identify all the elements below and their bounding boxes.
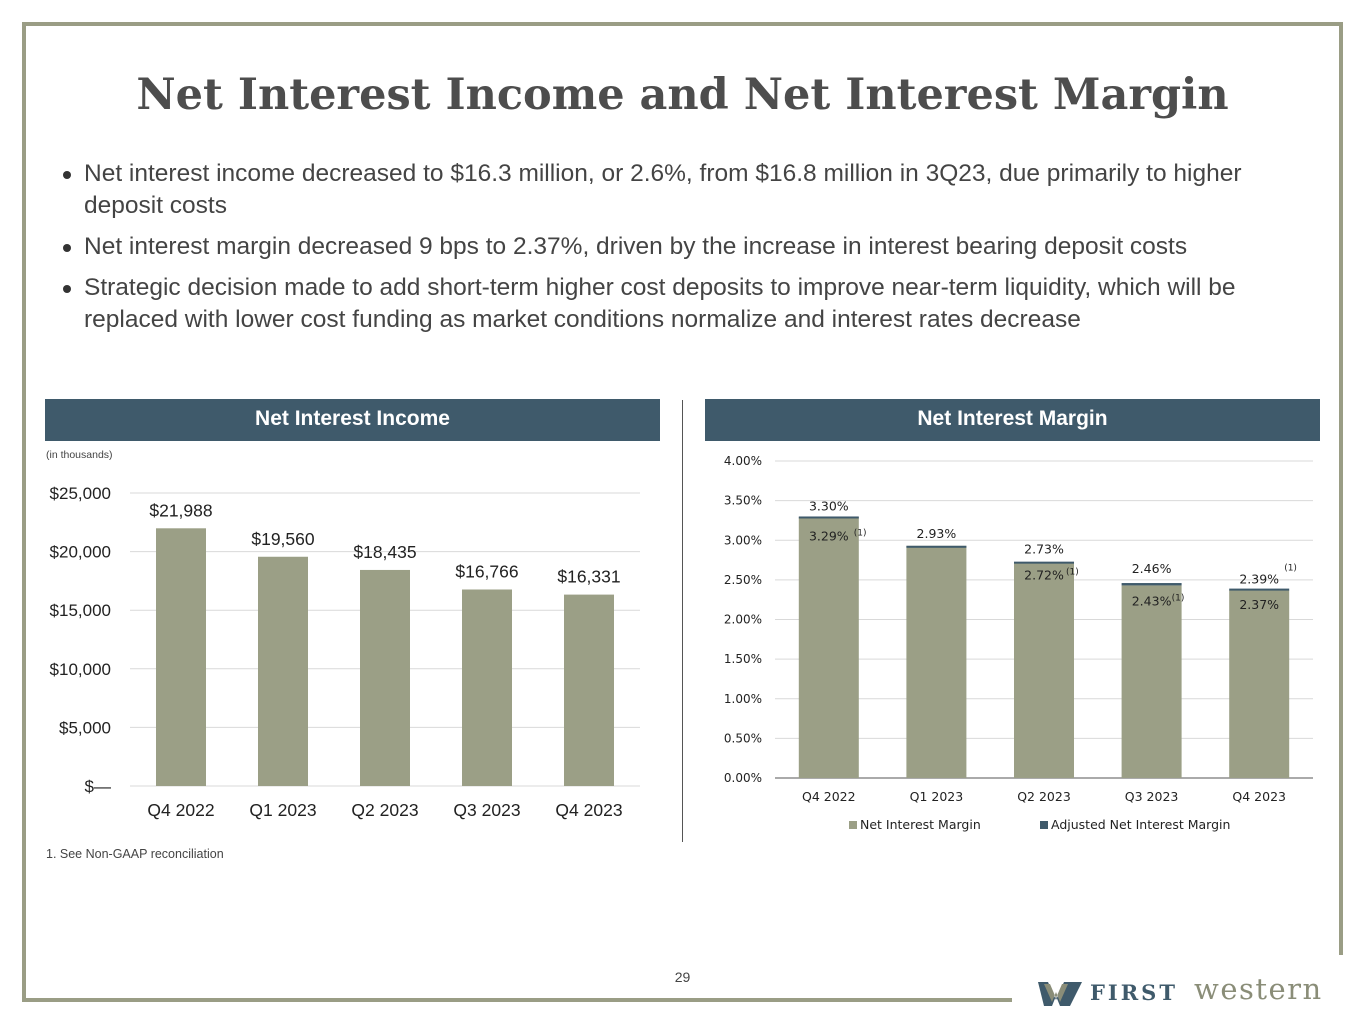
panel-divider xyxy=(682,400,683,842)
footnote: 1. See Non-GAAP reconciliation xyxy=(46,847,224,861)
bar xyxy=(360,569,410,786)
y-tick-label: 4.00% xyxy=(724,454,762,468)
units-note: (in thousands) xyxy=(46,449,113,461)
page-title: Net Interest Income and Net Interest Mar… xyxy=(136,70,1229,120)
bar-net-interest-margin xyxy=(798,517,859,778)
bar-value-label: $19,560 xyxy=(251,529,315,549)
bar-value-label: $21,988 xyxy=(149,500,212,520)
margin-label: 2.93% xyxy=(917,526,957,541)
y-tick-label: $25,000 xyxy=(50,484,111,503)
logo-first-text: FIRST xyxy=(1090,980,1178,1005)
y-tick-label: $— xyxy=(85,777,111,796)
bullet-item: Strategic decision made to add short-ter… xyxy=(60,272,1315,336)
bar xyxy=(156,528,206,786)
net-interest-income-header: Net Interest Income xyxy=(45,399,660,441)
bar xyxy=(258,556,308,786)
bullet-item: Net interest income decreased to $16.3 m… xyxy=(60,158,1315,222)
bar-adjusted-net-interest-margin xyxy=(1014,561,1074,564)
net-interest-margin-header: Net Interest Margin xyxy=(705,399,1320,441)
bar xyxy=(564,594,614,786)
y-tick-label: $15,000 xyxy=(50,601,111,620)
slide-frame-top xyxy=(22,22,1343,26)
y-tick-label: 3.00% xyxy=(724,533,762,547)
bar-net-interest-margin xyxy=(1229,590,1290,778)
adjusted-margin-label: 3.30% xyxy=(809,498,849,513)
y-tick-label: 1.50% xyxy=(724,652,762,666)
x-tick-label: Q4 2022 xyxy=(802,789,856,804)
net-interest-margin-chart: 0.00% 0.50% 1.00% 1.50% 2.00% 2.50% 3.00% 3.50%… xyxy=(724,454,1313,832)
y-tick-label: 0.50% xyxy=(724,731,762,745)
y-tick-label: 2.00% xyxy=(724,613,762,627)
x-tick-label: Q1 2023 xyxy=(910,789,964,804)
logo-western-text: western xyxy=(1194,972,1323,1006)
bar xyxy=(462,589,512,786)
y-tick-label: $20,000 xyxy=(50,543,111,562)
net-interest-income-chart: $— $5,000 $10,000 $15,000 $20,000 $25,000 $21,… xyxy=(50,484,640,820)
y-tick-label: 2.50% xyxy=(724,573,762,587)
margin-label: 2.37% xyxy=(1239,597,1279,612)
x-tick-label: Q4 2023 xyxy=(555,800,622,820)
bar-adjusted-net-interest-margin xyxy=(906,545,967,548)
x-tick-label: Q2 2023 xyxy=(351,800,418,820)
adjusted-margin-label: 2.46% xyxy=(1132,561,1172,576)
y-tick-label: 3.50% xyxy=(724,494,762,508)
margin-label: 3.29% xyxy=(809,528,849,543)
bullet-item: Net interest margin decreased 9 bps to 2… xyxy=(60,231,1315,263)
x-tick-label: Q3 2023 xyxy=(453,800,520,820)
y-tick-label: 0.00% xyxy=(724,771,762,785)
legend-label: Net Interest Margin xyxy=(860,817,981,832)
page-number: 29 xyxy=(674,969,691,985)
legend-swatch-net-interest-margin xyxy=(849,821,857,829)
bar-value-label: $16,766 xyxy=(455,562,518,582)
footnote-marker: (1) xyxy=(1172,593,1185,603)
bar-adjusted-net-interest-margin xyxy=(1121,583,1182,586)
margin-label: 2.43% xyxy=(1132,593,1172,608)
footnote-marker: (1) xyxy=(1066,567,1079,577)
bar-net-interest-margin xyxy=(1121,585,1182,778)
y-tick-label: $10,000 xyxy=(50,660,111,679)
slide-frame-right xyxy=(1339,22,1343,955)
slide-frame-left xyxy=(22,22,26,1002)
adjusted-margin-label: 2.73% xyxy=(1024,542,1064,557)
y-tick-label: 1.00% xyxy=(724,692,762,706)
bar-net-interest-margin xyxy=(1014,562,1074,778)
legend-swatch-adjusted-net-interest-margin xyxy=(1040,821,1048,829)
x-tick-label: Q4 2022 xyxy=(147,800,214,820)
y-tick-label: $5,000 xyxy=(59,718,111,737)
footnote-marker: (1) xyxy=(854,528,867,538)
margin-label: 2.72% xyxy=(1024,567,1064,582)
w-logo-icon xyxy=(1038,982,1082,1006)
bar-value-label: $16,331 xyxy=(557,567,620,587)
x-tick-label: Q3 2023 xyxy=(1125,789,1179,804)
slide-frame-bottom xyxy=(22,998,1012,1002)
x-tick-label: Q4 2023 xyxy=(1232,789,1286,804)
company-logo: FIRST western xyxy=(1036,972,1346,1008)
bar-net-interest-margin xyxy=(906,545,967,778)
bar-adjusted-net-interest-margin xyxy=(798,516,859,519)
adjusted-margin-label: 2.39% xyxy=(1239,572,1279,587)
legend-label: Adjusted Net Interest Margin xyxy=(1051,817,1230,832)
bar-adjusted-net-interest-margin xyxy=(1229,588,1290,591)
bullet-list: Net interest income decreased to $16.3 m… xyxy=(60,158,1315,345)
bar-value-label: $18,435 xyxy=(353,542,416,562)
x-tick-label: Q1 2023 xyxy=(249,800,316,820)
x-tick-label: Q2 2023 xyxy=(1017,789,1071,804)
footnote-marker: (1) xyxy=(1284,564,1297,574)
